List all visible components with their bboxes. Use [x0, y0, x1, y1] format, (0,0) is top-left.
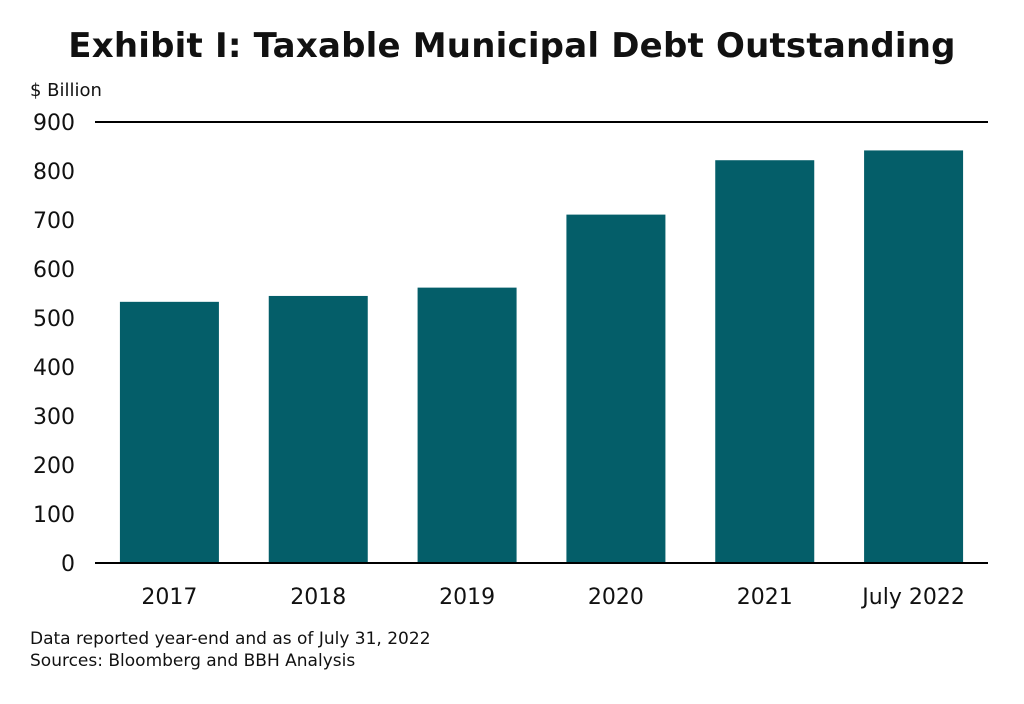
x-tick-label: 2020 — [588, 585, 644, 610]
y-axis-unit-label: $ Billion — [30, 80, 102, 101]
bar — [864, 150, 964, 564]
bar — [566, 214, 666, 564]
footnotes: Data reported year-end and as of July 31… — [30, 628, 431, 672]
y-tick-label: 300 — [33, 405, 75, 430]
bar — [119, 301, 219, 563]
y-tick-label: 100 — [33, 503, 75, 528]
y-tick-label: 500 — [33, 307, 75, 332]
y-tick-label: 400 — [33, 356, 75, 381]
y-tick-label: 0 — [61, 552, 75, 577]
bar — [268, 295, 368, 563]
y-tick-label: 200 — [33, 454, 75, 479]
x-tick-label: 2018 — [290, 585, 346, 610]
x-tick-label: 2017 — [141, 585, 197, 610]
sources-note: Sources: Bloomberg and BBH Analysis — [30, 651, 356, 671]
chart-title: Exhibit I: Taxable Municipal Debt Outsta… — [68, 26, 956, 66]
bar — [715, 160, 815, 563]
bar — [417, 287, 517, 563]
y-tick-label: 900 — [33, 111, 75, 136]
y-tick-label: 800 — [33, 160, 75, 185]
data-note: Data reported year-end and as of July 31… — [30, 629, 431, 649]
x-axis-ticks: 2017 2018 2019 2020 2021 July 2022 — [141, 585, 964, 610]
x-tick-label: 2021 — [737, 585, 793, 610]
x-tick-label: July 2022 — [860, 585, 965, 610]
x-tick-label: 2019 — [439, 585, 495, 610]
y-axis-ticks: 0 100 200 300 400 500 600 700 800 900 — [33, 111, 75, 577]
bars — [119, 150, 964, 564]
y-tick-label: 600 — [33, 258, 75, 283]
y-tick-label: 700 — [33, 209, 75, 234]
